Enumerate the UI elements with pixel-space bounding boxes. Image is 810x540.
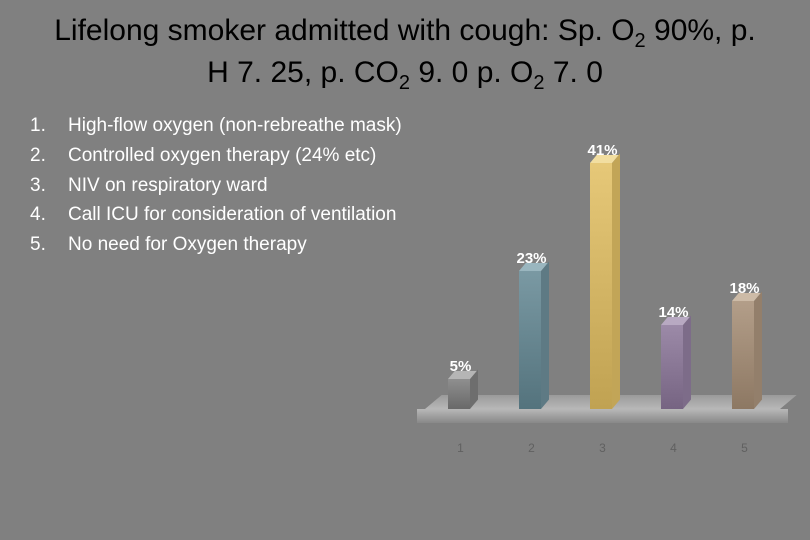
list-number: 3.	[30, 174, 68, 198]
slide-title: Lifelong smoker admitted with cough: Sp.…	[0, 0, 810, 104]
list-item: 3.NIV on respiratory ward	[30, 174, 425, 198]
bars-container: 5%23%41%14%18%	[425, 123, 780, 423]
list-text: Controlled oxygen therapy (24% etc)	[68, 144, 425, 168]
list-item: 2.Controlled oxygen therapy (24% etc)	[30, 144, 425, 168]
list-number: 4.	[30, 203, 68, 227]
bar: 14%	[638, 304, 709, 423]
list-item: 4.Call ICU for consideration of ventilat…	[30, 203, 425, 227]
bar: 18%	[709, 280, 780, 423]
x-axis-label: 5	[709, 441, 780, 455]
x-axis-labels: 12345	[425, 441, 780, 455]
x-axis-label: 1	[425, 441, 496, 455]
list-item: 1.High-flow oxygen (non-rebreathe mask)	[30, 114, 425, 138]
list-number: 1.	[30, 114, 68, 138]
bar: 5%	[425, 358, 496, 423]
chart-area: 5%23%41%14%18% 12345	[425, 114, 790, 263]
list-number: 5.	[30, 233, 68, 257]
list-text: High-flow oxygen (non-rebreathe mask)	[68, 114, 425, 138]
options-list: 1.High-flow oxygen (non-rebreathe mask)2…	[30, 114, 425, 263]
x-axis-label: 2	[496, 441, 567, 455]
x-axis-label: 3	[567, 441, 638, 455]
list-text: NIV on respiratory ward	[68, 174, 425, 198]
list-text: Call ICU for consideration of ventilatio…	[68, 203, 425, 227]
bar: 41%	[567, 142, 638, 423]
content-area: 1.High-flow oxygen (non-rebreathe mask)2…	[0, 104, 810, 263]
list-text: No need for Oxygen therapy	[68, 233, 425, 257]
list-number: 2.	[30, 144, 68, 168]
x-axis-label: 4	[638, 441, 709, 455]
bar: 23%	[496, 250, 567, 423]
list-item: 5.No need for Oxygen therapy	[30, 233, 425, 257]
